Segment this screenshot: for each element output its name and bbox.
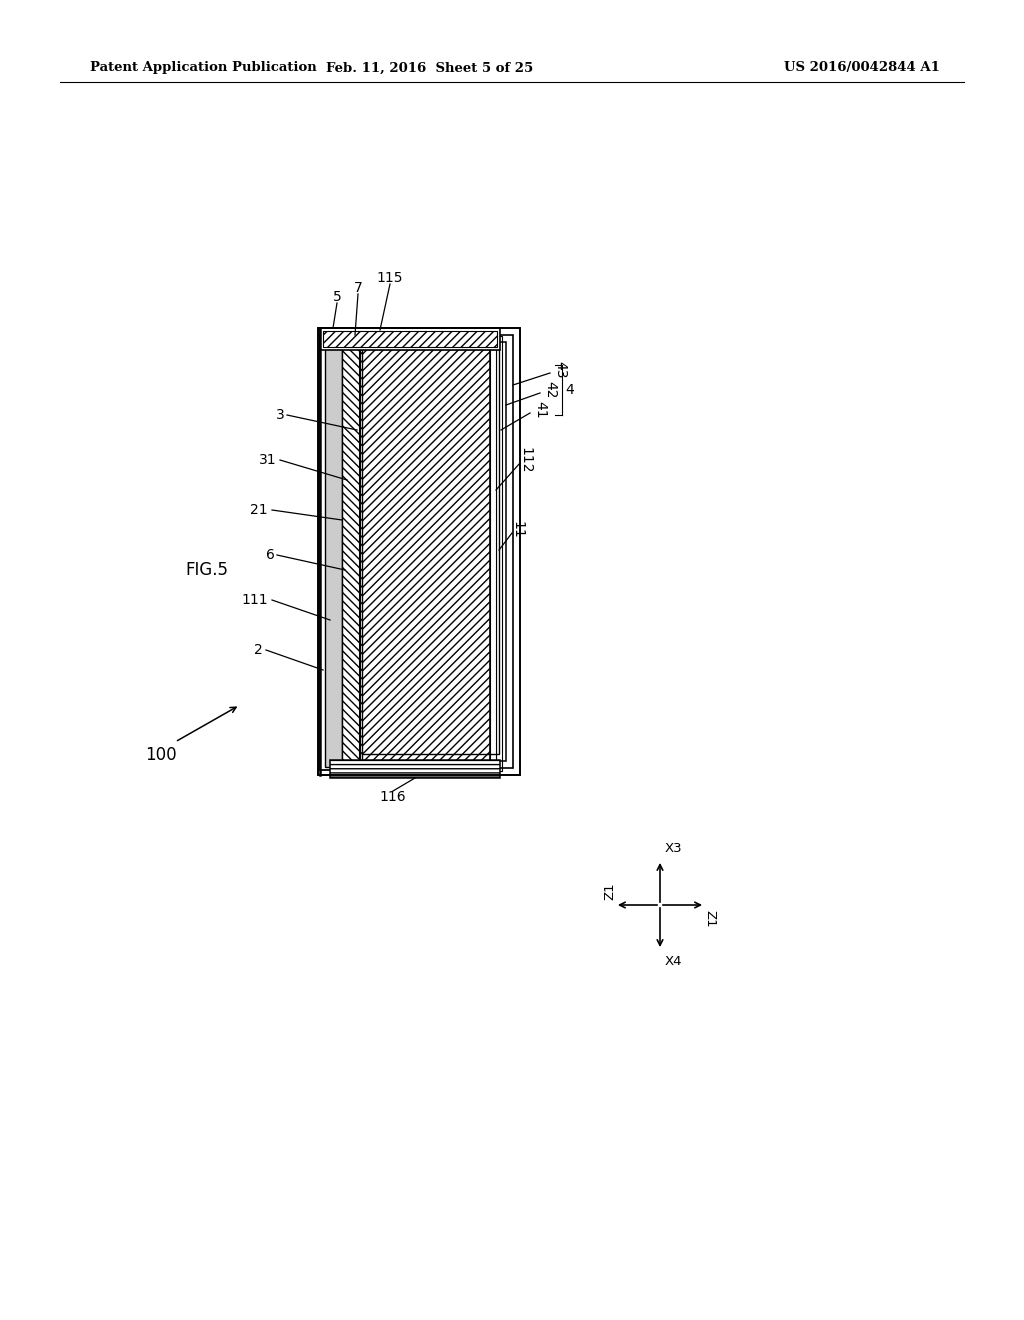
Bar <box>325 338 342 767</box>
Text: 5: 5 <box>333 290 341 304</box>
Bar <box>496 337 502 771</box>
Text: Feb. 11, 2016  Sheet 5 of 25: Feb. 11, 2016 Sheet 5 of 25 <box>327 62 534 74</box>
Text: 42: 42 <box>543 381 557 399</box>
Text: FIG.5: FIG.5 <box>185 561 228 579</box>
Bar <box>325 335 513 768</box>
Text: 2: 2 <box>254 643 263 657</box>
Text: Patent Application Publication: Patent Application Publication <box>90 62 316 74</box>
Bar <box>342 338 362 767</box>
Text: 31: 31 <box>259 453 278 467</box>
Text: X4: X4 <box>665 954 683 968</box>
Bar <box>360 341 490 766</box>
Bar <box>490 337 496 768</box>
Bar <box>330 760 500 777</box>
Text: 3: 3 <box>276 408 285 422</box>
Bar <box>319 335 360 770</box>
Text: 4: 4 <box>565 383 573 397</box>
Bar <box>319 327 500 350</box>
Bar <box>339 348 499 754</box>
Text: Z1: Z1 <box>603 882 616 900</box>
Text: Z1: Z1 <box>703 909 717 928</box>
Text: 112: 112 <box>518 446 532 474</box>
Text: 41: 41 <box>534 401 547 418</box>
Text: X3: X3 <box>665 842 683 855</box>
Text: 115: 115 <box>377 271 403 285</box>
Text: US 2016/0042844 A1: US 2016/0042844 A1 <box>784 62 940 74</box>
Text: 111: 111 <box>242 593 268 607</box>
Text: 43: 43 <box>553 362 567 379</box>
Bar <box>318 327 520 775</box>
Bar <box>323 331 497 347</box>
Text: 21: 21 <box>251 503 268 517</box>
Text: 11: 11 <box>510 521 524 539</box>
Text: 100: 100 <box>145 746 176 764</box>
Text: 7: 7 <box>353 281 362 294</box>
Text: 6: 6 <box>266 548 275 562</box>
Text: 116: 116 <box>380 789 407 804</box>
Bar <box>332 342 506 762</box>
